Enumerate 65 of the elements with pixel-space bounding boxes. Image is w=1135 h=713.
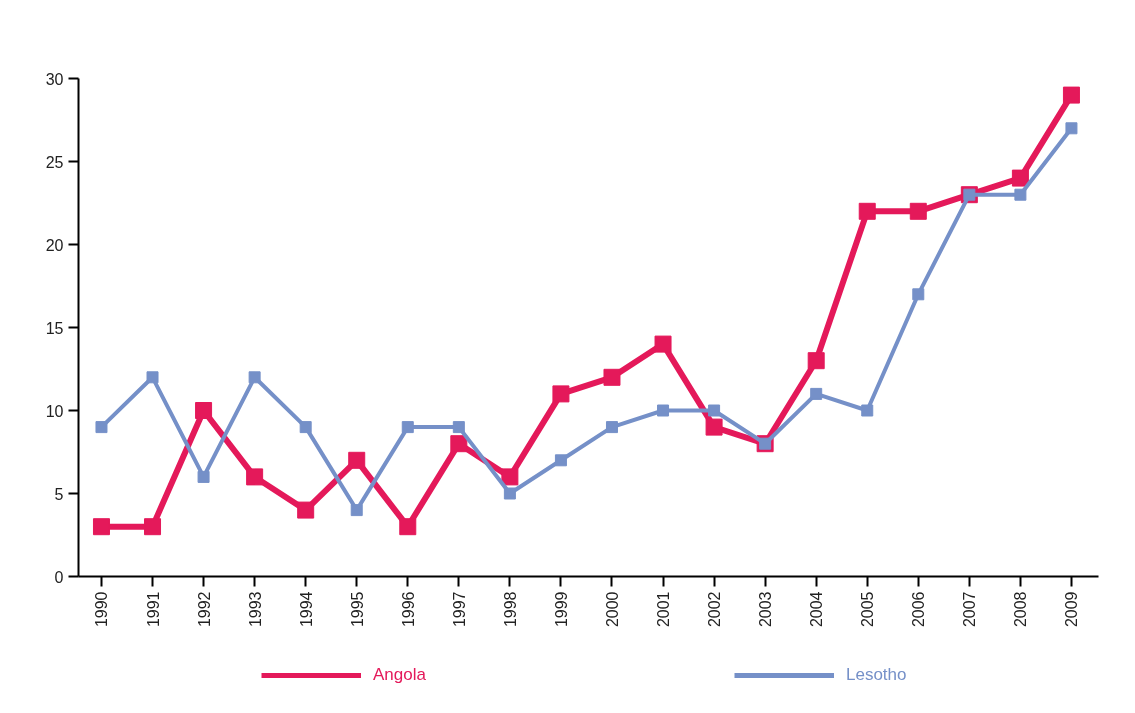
x-tick-label: 1991 xyxy=(144,591,162,628)
point xyxy=(195,402,213,419)
point xyxy=(95,421,108,434)
x-tick-label: 1998 xyxy=(501,591,519,628)
point xyxy=(350,504,363,517)
point xyxy=(399,518,417,536)
y-tick-label: 30 xyxy=(45,70,64,88)
point xyxy=(810,387,823,400)
point xyxy=(909,202,927,220)
y-tick-label: 25 xyxy=(45,153,64,171)
point xyxy=(248,371,261,384)
point xyxy=(1062,86,1080,104)
point xyxy=(657,404,670,417)
point xyxy=(912,288,925,301)
x-tick-label: 2001 xyxy=(655,591,673,628)
x-tick-label: 2006 xyxy=(910,591,928,628)
x-tick-label: 1993 xyxy=(246,591,264,628)
point xyxy=(605,421,618,434)
y-tick-label: 10 xyxy=(45,402,64,420)
text: Angola xyxy=(373,665,426,685)
point xyxy=(299,421,312,434)
x-tick-label: 1994 xyxy=(297,591,315,628)
point xyxy=(450,435,468,453)
text: Lesotho xyxy=(846,665,907,685)
point xyxy=(92,518,110,536)
point xyxy=(708,404,721,417)
point xyxy=(452,421,465,434)
point xyxy=(654,335,672,353)
point xyxy=(554,454,567,467)
y-tick-label: 20 xyxy=(45,236,64,254)
point xyxy=(861,404,874,417)
x-tick-label: 2004 xyxy=(808,591,826,628)
point xyxy=(603,368,621,386)
y-tick-label: 5 xyxy=(54,485,64,503)
point xyxy=(503,487,516,500)
point xyxy=(144,518,162,536)
x-tick-label: 2002 xyxy=(706,591,724,628)
point xyxy=(1014,188,1027,201)
point xyxy=(858,202,876,220)
point xyxy=(348,451,366,469)
x-tick-label: 1990 xyxy=(93,591,111,628)
point xyxy=(807,352,825,370)
x-tick-label: 2008 xyxy=(1012,591,1030,628)
x-tick-label: 2007 xyxy=(961,591,979,628)
x-tick-label: 2005 xyxy=(859,591,877,628)
x-tick-label: 2000 xyxy=(603,591,621,628)
y-tick-label: 0 xyxy=(54,568,64,586)
point xyxy=(552,385,570,403)
x-tick-label: 1997 xyxy=(450,591,468,628)
x-tick-label: 1996 xyxy=(399,591,417,628)
point xyxy=(197,470,210,483)
x-tick-label: 1992 xyxy=(195,591,213,628)
point xyxy=(297,501,315,519)
point xyxy=(501,468,519,486)
point xyxy=(401,421,414,434)
point xyxy=(705,418,723,436)
point xyxy=(146,371,159,384)
point xyxy=(1011,169,1029,187)
y-tick-label: 15 xyxy=(45,319,64,337)
point xyxy=(1065,122,1078,135)
point xyxy=(246,468,264,486)
x-tick-label: 2009 xyxy=(1063,591,1081,628)
x-tick-label: 2003 xyxy=(757,591,775,628)
x-tick-label: 1999 xyxy=(552,591,570,628)
x-tick-label: 1995 xyxy=(348,591,366,628)
